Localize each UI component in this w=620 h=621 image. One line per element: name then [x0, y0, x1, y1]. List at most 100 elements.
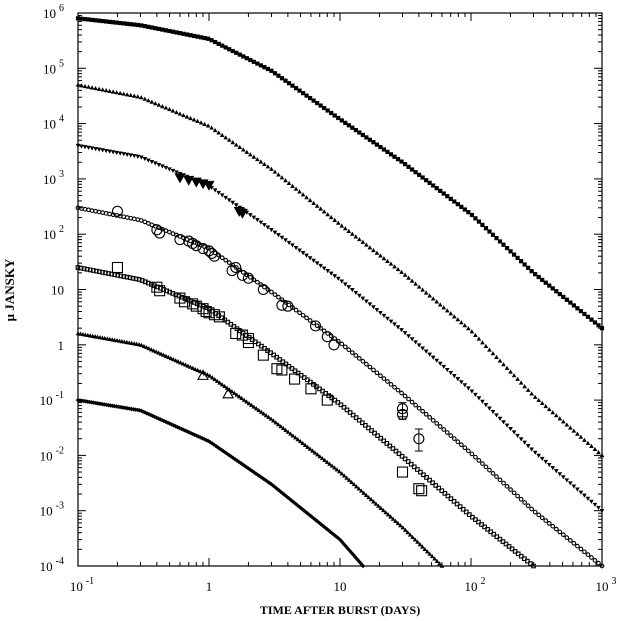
model-point [100, 18, 105, 24]
model-point [258, 409, 264, 414]
model-point [564, 535, 570, 540]
model-point [121, 152, 127, 157]
model-point [417, 542, 423, 547]
model-point [198, 35, 204, 40]
model-point [451, 498, 457, 504]
model-point [511, 373, 517, 378]
model-point [265, 66, 271, 72]
model-point [311, 200, 316, 205]
model-point [448, 371, 454, 376]
model-point [241, 54, 246, 59]
model-point [409, 278, 415, 283]
model-point [339, 279, 345, 284]
model-point [405, 459, 411, 464]
model-point [344, 475, 349, 480]
model-point [234, 50, 239, 55]
y-tick-label: 10 [51, 283, 64, 298]
observation-point [413, 483, 425, 495]
model-point [424, 178, 429, 183]
model-point [473, 392, 478, 398]
model-point [501, 242, 506, 247]
model-point [124, 92, 130, 97]
model-point [93, 147, 98, 152]
tick-label-exponent: 6 [59, 3, 64, 14]
model-point [529, 269, 534, 274]
model-point [188, 115, 193, 121]
model-point [255, 279, 260, 285]
model-point [178, 360, 183, 365]
model-point [300, 192, 306, 197]
model-point [485, 527, 490, 532]
model-point [109, 337, 115, 342]
model-point [388, 152, 394, 157]
model-point [430, 418, 436, 423]
model-point [451, 314, 457, 319]
tick-label-exponent: -4 [56, 556, 64, 567]
model-point [258, 220, 264, 225]
model-point [490, 351, 496, 356]
model-point [257, 474, 262, 479]
model-point [163, 353, 169, 358]
model-point [411, 464, 417, 470]
model-point [532, 394, 538, 399]
model-point [413, 340, 418, 345]
model-point [564, 422, 570, 427]
observation-point [276, 364, 288, 376]
model-point [181, 31, 186, 36]
model-point [560, 532, 566, 538]
model-point [599, 508, 605, 514]
model-point [339, 341, 345, 347]
model-point [280, 425, 286, 431]
model-point [75, 16, 81, 21]
model-point [86, 17, 91, 22]
tick-label-base: 10 [43, 61, 56, 76]
model-point [378, 505, 384, 510]
model-point [392, 264, 397, 269]
model-point [226, 198, 232, 203]
model-point [293, 186, 299, 191]
model-point [388, 261, 394, 266]
model-point [508, 249, 513, 254]
model-point [142, 96, 148, 101]
model-point [269, 228, 274, 233]
model-point [385, 379, 390, 384]
model-point [381, 256, 387, 261]
model-point [469, 212, 474, 218]
observation-point [190, 240, 202, 252]
model-point [285, 429, 291, 434]
model-point [279, 297, 285, 303]
model-point [119, 339, 125, 344]
model-point [329, 110, 334, 116]
model-point [117, 151, 123, 156]
model-point [202, 35, 207, 41]
model-point [427, 551, 433, 556]
model-point [441, 427, 447, 432]
model-point [423, 411, 429, 417]
model-point [276, 233, 281, 238]
model-point [293, 307, 299, 313]
tick-label-base: 10 [40, 559, 53, 574]
model-point [501, 480, 506, 486]
model-point [387, 443, 393, 449]
model-point [437, 361, 443, 366]
model-point [272, 230, 278, 235]
tick-label-base: 1 [58, 338, 65, 353]
observation-point [416, 485, 428, 497]
model-point [246, 466, 251, 471]
model-point [418, 469, 423, 475]
model-point [253, 471, 259, 476]
model-point [406, 334, 411, 339]
model-point [339, 539, 345, 545]
model-point [295, 437, 301, 442]
model-point [103, 148, 109, 154]
observation-point [230, 261, 242, 274]
model-point [89, 146, 95, 151]
x-axis-label: TIME AFTER BURST (DAYS) [260, 603, 420, 617]
model-point [451, 436, 457, 441]
model-point [444, 367, 450, 373]
observation-point [236, 208, 248, 219]
model-point [184, 32, 190, 37]
model-point [89, 17, 95, 23]
model-point [267, 480, 272, 486]
model-point [251, 470, 257, 475]
